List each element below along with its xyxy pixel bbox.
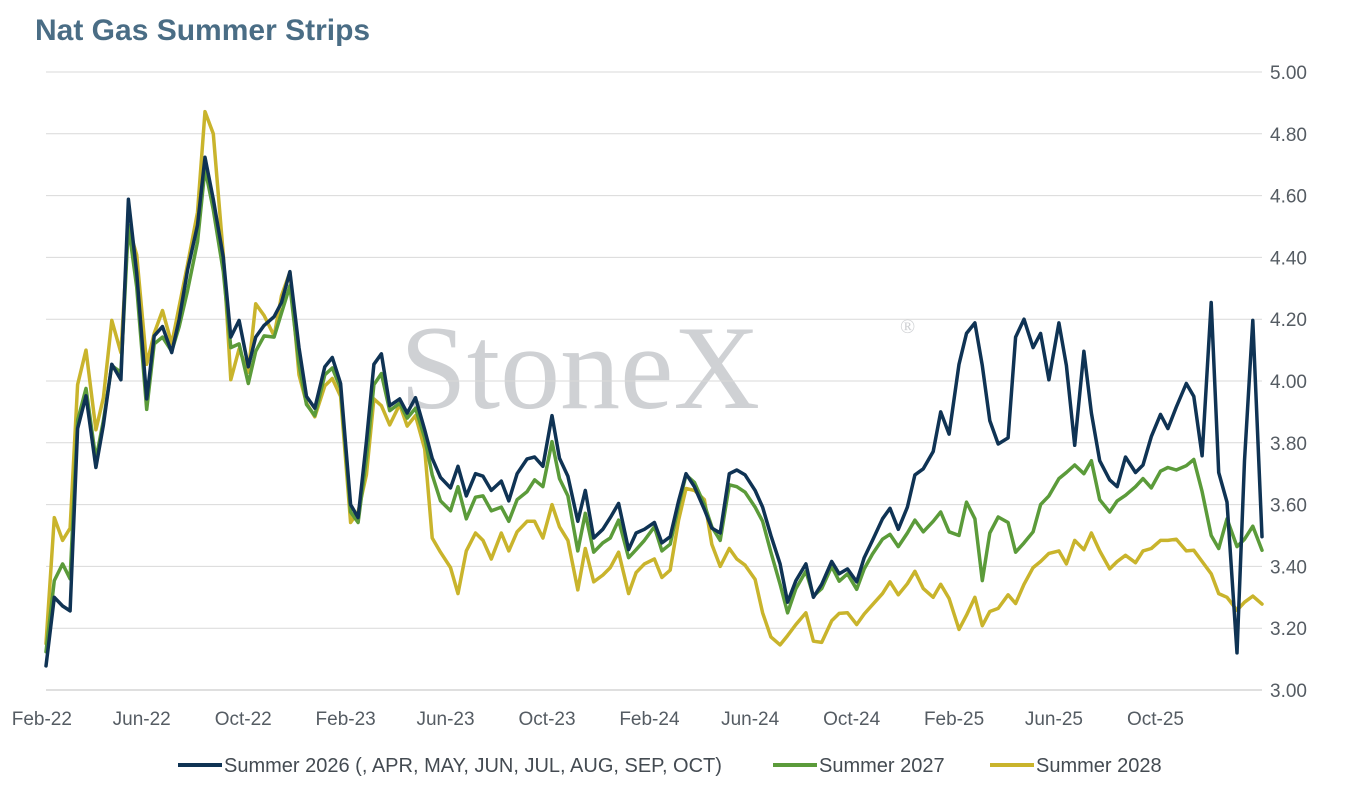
y-tick-label: 4.80 xyxy=(1270,125,1307,146)
x-tick-label: Feb-23 xyxy=(316,709,376,730)
gridlines xyxy=(46,71,1262,691)
y-tick-label: 3.80 xyxy=(1270,434,1307,455)
x-axis-ticks: Feb-22 Jun-22 Oct-22 Feb-23 Jun-23 Oct-23 Feb-… xyxy=(12,709,1184,730)
series-line-1 xyxy=(44,155,1264,668)
y-tick-label: 4.20 xyxy=(1270,310,1307,331)
series-line-3 xyxy=(44,109,1264,647)
chart-title: Nat Gas Summer Strips xyxy=(35,14,371,47)
x-tick-label: Jun-25 xyxy=(1025,709,1083,730)
y-tick-label: 4.40 xyxy=(1270,248,1307,269)
x-tick-label: Jun-22 xyxy=(113,709,171,730)
y-tick-label: 4.60 xyxy=(1270,187,1307,208)
watermark-text: StoneX xyxy=(400,301,760,434)
legend: Summer 2026 (, APR, MAY, JUN, JUL, AUG, … xyxy=(178,755,1162,777)
legend-label: Summer 2028 xyxy=(1036,755,1162,777)
x-tick-label: Jun-24 xyxy=(721,709,780,730)
y-tick-label: 3.20 xyxy=(1270,619,1307,640)
x-tick-label: Feb-25 xyxy=(924,709,984,730)
legend-label: Summer 2026 (, APR, MAY, JUN, JUL, AUG, … xyxy=(224,755,722,777)
y-tick-label: 3.40 xyxy=(1270,557,1307,578)
y-tick-label: 3.00 xyxy=(1270,681,1307,702)
x-tick-label: Oct-25 xyxy=(1127,709,1184,730)
stonex-watermark: StoneX ® xyxy=(400,301,915,434)
x-tick-label: Jun-23 xyxy=(416,709,474,730)
x-tick-label: Oct-24 xyxy=(823,709,880,730)
y-tick-label: 5.00 xyxy=(1270,63,1307,84)
x-tick-label: Oct-23 xyxy=(519,709,576,730)
series-lines xyxy=(44,109,1264,668)
x-tick-label: Feb-22 xyxy=(12,709,72,730)
x-tick-label: Oct-22 xyxy=(215,709,272,730)
y-axis-ticks: 3.00 3.20 3.40 3.60 3.80 4.00 4.20 4.40 4.60 4.80… xyxy=(1270,63,1307,702)
x-tick-label: Feb-24 xyxy=(619,709,680,730)
legend-label: Summer 2027 xyxy=(819,755,945,777)
y-tick-label: 3.60 xyxy=(1270,496,1307,517)
watermark-registered-mark: ® xyxy=(900,316,915,338)
y-tick-label: 4.00 xyxy=(1270,372,1307,393)
